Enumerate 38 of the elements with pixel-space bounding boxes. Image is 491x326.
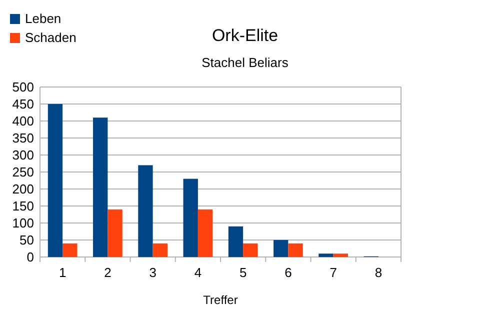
x-tick-label: 1 bbox=[58, 265, 66, 280]
y-tick-label: 100 bbox=[12, 216, 34, 231]
chart-subtitle: Stachel Beliars bbox=[202, 55, 289, 70]
legend-label: Schaden bbox=[25, 30, 76, 45]
x-axis-title: Treffer bbox=[203, 293, 238, 307]
bar bbox=[228, 226, 244, 257]
y-tick-label: 0 bbox=[26, 250, 34, 265]
bar bbox=[183, 178, 198, 257]
bar bbox=[198, 209, 213, 257]
bar bbox=[288, 243, 303, 257]
x-tick-label: 4 bbox=[194, 265, 202, 280]
y-tick-label: 350 bbox=[12, 130, 34, 146]
chart-title: Ork-Elite bbox=[212, 26, 278, 45]
bar bbox=[48, 104, 63, 257]
y-tick-label: 200 bbox=[12, 182, 34, 197]
x-tick-label: 7 bbox=[330, 265, 337, 280]
bar bbox=[152, 243, 168, 257]
bar bbox=[274, 240, 288, 257]
y-tick-label: 150 bbox=[12, 198, 34, 214]
bar bbox=[93, 118, 108, 257]
y-tick-label: 500 bbox=[12, 80, 34, 95]
y-tick-label: 300 bbox=[12, 148, 34, 163]
bar bbox=[318, 254, 334, 257]
x-tick-label: 3 bbox=[149, 265, 156, 280]
y-tick-label: 250 bbox=[12, 164, 34, 180]
x-tick-label: 6 bbox=[284, 265, 292, 280]
bar bbox=[138, 165, 153, 257]
bar bbox=[62, 243, 78, 257]
y-tick-label: 50 bbox=[20, 232, 34, 248]
bar bbox=[333, 254, 348, 257]
bar bbox=[108, 209, 122, 257]
legend-label: Leben bbox=[25, 11, 62, 26]
y-tick-label: 400 bbox=[12, 114, 34, 129]
bar bbox=[243, 243, 258, 257]
y-tick-label: 450 bbox=[12, 96, 34, 112]
x-tick-label: 5 bbox=[239, 265, 247, 280]
x-tick-label: 8 bbox=[374, 265, 382, 280]
x-tick-label: 2 bbox=[104, 265, 112, 280]
